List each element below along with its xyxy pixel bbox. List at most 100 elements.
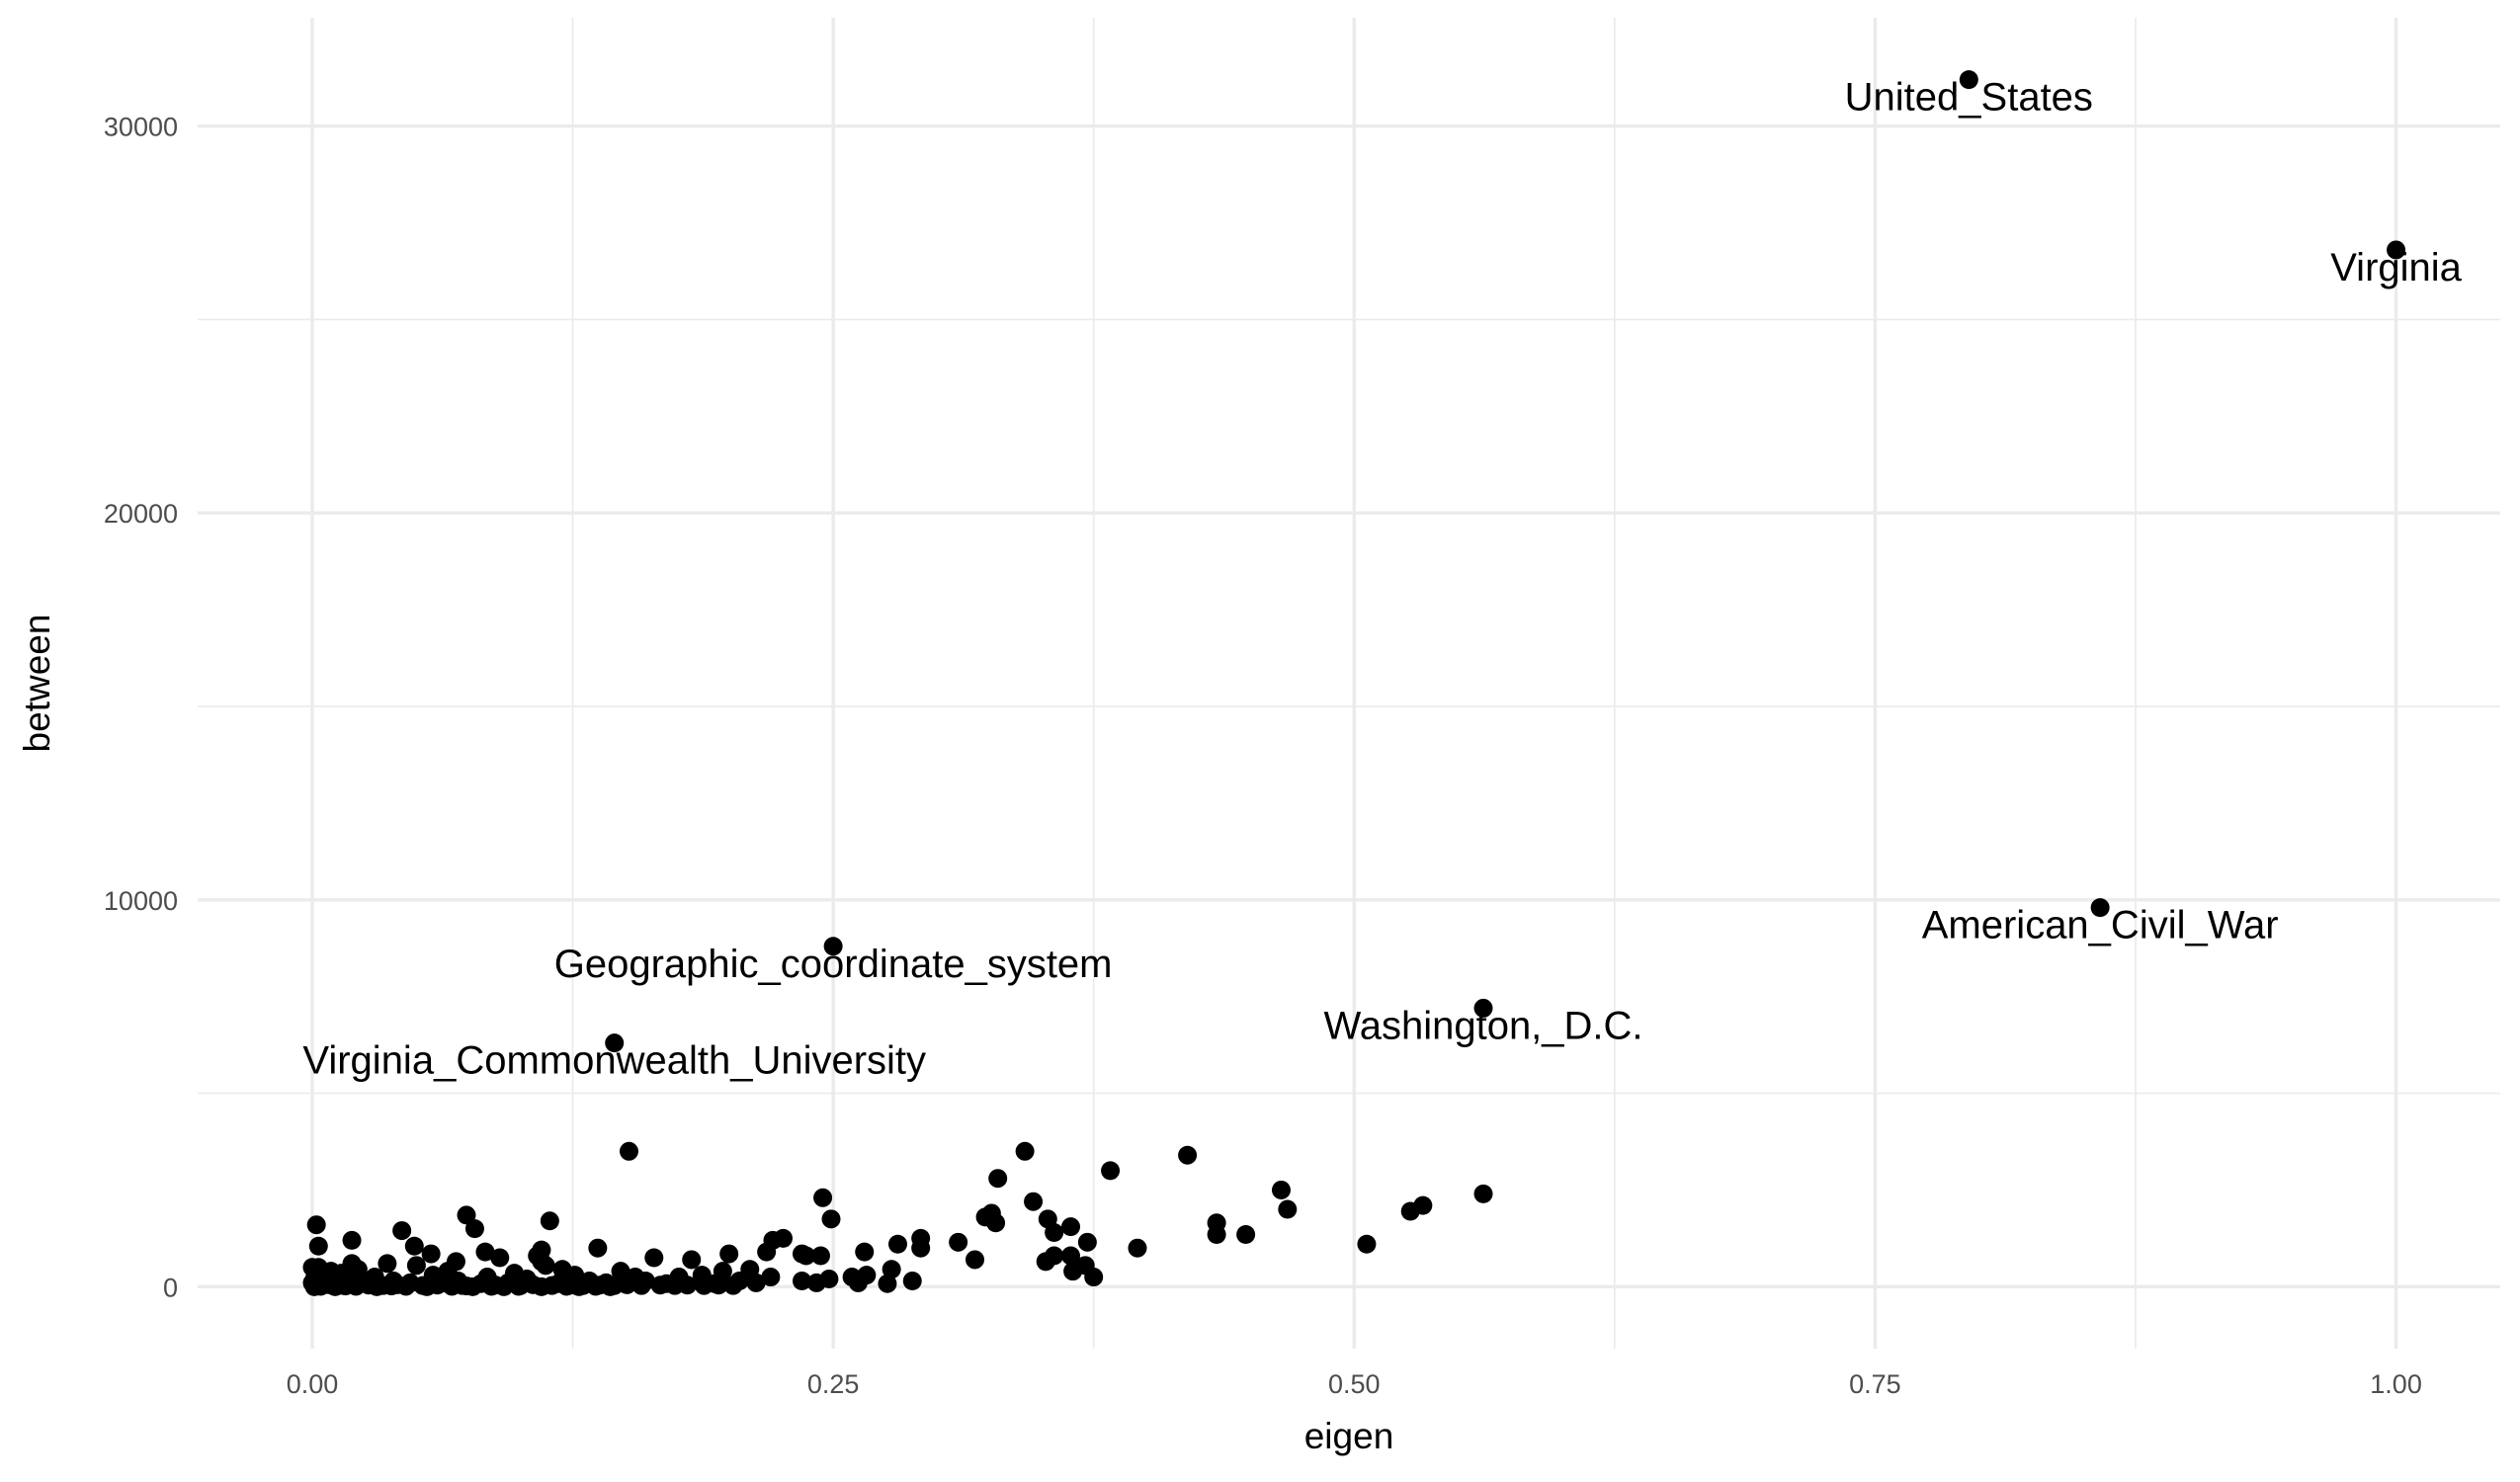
data-point: [821, 1209, 841, 1229]
data-point: [988, 1169, 1008, 1189]
data-point: [1271, 1180, 1291, 1199]
data-point: [1024, 1192, 1044, 1211]
x-tick-label: 1.00: [2370, 1369, 2422, 1399]
data-point: [308, 1236, 328, 1256]
data-point: [588, 1238, 608, 1258]
data-point: [709, 1276, 728, 1295]
y-tick-label: 0: [163, 1273, 178, 1302]
data-point: [1101, 1161, 1121, 1181]
data-point: [1357, 1234, 1377, 1254]
data-point: [810, 1246, 830, 1266]
data-point: [986, 1213, 1006, 1233]
data-point: [678, 1276, 698, 1295]
data-point: [532, 1276, 551, 1296]
data-point: [949, 1232, 968, 1252]
data-point: [746, 1273, 766, 1292]
labeled-data-point: [1473, 998, 1493, 1018]
data-point: [392, 1221, 412, 1241]
data-point: [336, 1276, 356, 1296]
point-label: American_Civil_War: [1922, 904, 2279, 947]
data-point: [650, 1276, 670, 1295]
data-point: [396, 1276, 416, 1296]
data-point: [457, 1276, 476, 1296]
point-labels: United_States Virginia American_Civil_War G…: [302, 76, 2462, 1083]
data-point: [586, 1276, 606, 1296]
labeled-data-point: [605, 1033, 625, 1053]
data-point: [1178, 1145, 1198, 1165]
data-point: [1128, 1238, 1147, 1258]
data-point: [457, 1205, 476, 1225]
data-point: [509, 1276, 529, 1296]
grid-lines: [198, 18, 2500, 1349]
data-point: [792, 1271, 811, 1290]
data-point: [757, 1242, 777, 1262]
point-label: Geographic_coordinate_system: [554, 943, 1113, 986]
data-point: [878, 1274, 897, 1293]
data-point: [848, 1273, 868, 1292]
data-point: [1278, 1199, 1298, 1219]
data-point: [887, 1234, 907, 1254]
data-point: [367, 1276, 386, 1296]
x-tick-label: 0.50: [1328, 1369, 1381, 1399]
data-point: [417, 1276, 437, 1296]
data-point: [378, 1254, 397, 1274]
x-axis-title: eigen: [1304, 1416, 1394, 1456]
data-point: [406, 1256, 426, 1276]
data-point: [1473, 1184, 1493, 1203]
data-point: [342, 1230, 362, 1250]
point-label: United_States: [1845, 76, 2093, 120]
data-point: [381, 1276, 401, 1296]
x-tick-label: 0.75: [1849, 1369, 1901, 1399]
data-point: [1400, 1201, 1420, 1221]
data-point: [619, 1141, 638, 1161]
y-axis-title: between: [17, 615, 57, 753]
data-point: [464, 1219, 484, 1239]
data-point: [490, 1248, 510, 1268]
data-point: [761, 1268, 781, 1287]
data-point: [1207, 1224, 1226, 1244]
data-point: [421, 1244, 441, 1264]
data-point: [494, 1276, 514, 1296]
point-label: Virginia_Commonwealth_University: [302, 1039, 926, 1083]
point-label: Virginia: [2330, 246, 2462, 289]
labeled-data-point: [2387, 240, 2406, 260]
data-point: [882, 1260, 901, 1279]
data-point: [966, 1250, 985, 1270]
x-tick-label: 0.00: [287, 1369, 339, 1399]
data-point: [306, 1215, 326, 1235]
data-point: [1036, 1252, 1055, 1272]
data-point: [911, 1238, 931, 1258]
point-label: Washington,_D.C.: [1323, 1004, 1642, 1047]
data-point: [1084, 1268, 1104, 1287]
data-point: [813, 1188, 833, 1207]
y-tick-labels: 0 10000 20000 30000: [104, 113, 178, 1303]
data-point: [797, 1246, 816, 1266]
y-tick-label: 30000: [104, 113, 178, 142]
labeled-data-point: [1959, 70, 1978, 90]
labeled-data-point: [2090, 898, 2110, 918]
data-point: [806, 1273, 826, 1292]
data-point: [1061, 1217, 1081, 1237]
data-point: [723, 1276, 743, 1295]
data-point: [644, 1248, 664, 1268]
data-point: [442, 1276, 462, 1296]
data-point: [694, 1276, 714, 1295]
labeled-data-point: [823, 937, 843, 956]
data-point: [902, 1271, 922, 1290]
data-point: [536, 1256, 555, 1276]
data-point: [682, 1250, 702, 1270]
data-point: [1236, 1224, 1256, 1244]
data-point: [569, 1276, 589, 1296]
data-point: [1061, 1246, 1081, 1266]
data-points: [302, 70, 2406, 1296]
data-point: [1077, 1232, 1097, 1252]
data-point: [404, 1236, 424, 1256]
data-point: [304, 1276, 324, 1296]
data-point: [855, 1242, 875, 1262]
x-tick-label: 0.25: [807, 1369, 860, 1399]
data-point: [475, 1242, 495, 1262]
data-point: [631, 1276, 651, 1295]
data-point: [617, 1275, 636, 1294]
